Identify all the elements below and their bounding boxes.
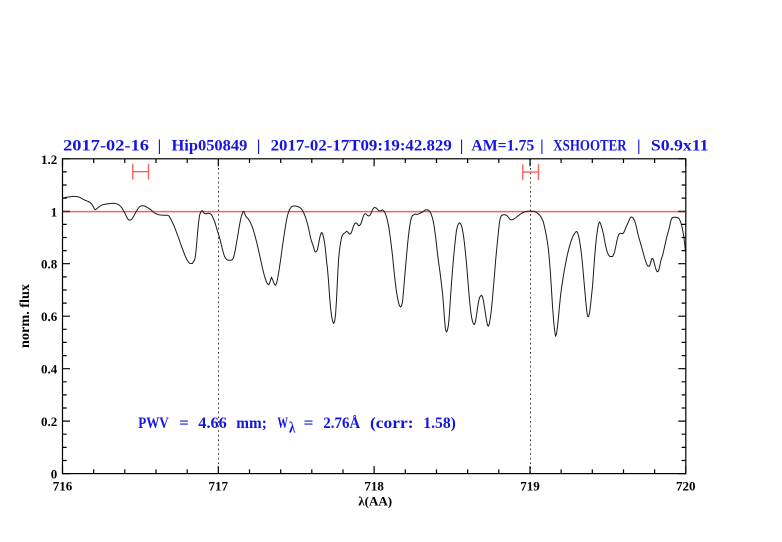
svg-text:0: 0 (51, 467, 58, 482)
svg-text:=: = (304, 415, 314, 432)
svg-text:|: | (158, 137, 162, 155)
svg-text:718: 718 (364, 478, 384, 493)
svg-text:norm. flux: norm. flux (17, 284, 32, 348)
svg-text:4.66: 4.66 (198, 415, 227, 432)
svg-text:λ: λ (289, 420, 296, 437)
svg-text:0.8: 0.8 (41, 257, 58, 272)
svg-text:XSHOOTER: XSHOOTER (553, 137, 627, 155)
svg-text:=: = (179, 415, 189, 432)
svg-text:0.4: 0.4 (41, 362, 58, 377)
svg-text:0.2: 0.2 (41, 414, 57, 429)
svg-text:|: | (257, 137, 261, 155)
svg-text:|: | (637, 137, 641, 155)
svg-text:1.58): 1.58) (423, 415, 456, 432)
svg-text:W: W (277, 415, 288, 432)
svg-text:mm;: mm; (236, 415, 266, 432)
svg-text:2.76Å: 2.76Å (323, 415, 361, 432)
svg-text:(corr:: (corr: (370, 415, 414, 432)
svg-text:0.6: 0.6 (41, 309, 58, 324)
svg-text:716: 716 (53, 478, 73, 493)
svg-text:719: 719 (520, 478, 540, 493)
svg-text:720: 720 (676, 478, 696, 493)
svg-text:λ(AA): λ(AA) (358, 494, 392, 509)
svg-text:AM=1.75: AM=1.75 (471, 137, 534, 155)
svg-text:Hip050849: Hip050849 (172, 137, 248, 155)
svg-text:717: 717 (209, 478, 229, 493)
svg-text:2017-02-17T09:19:42.829: 2017-02-17T09:19:42.829 (271, 137, 452, 155)
svg-text:1: 1 (51, 204, 58, 219)
svg-text:|: | (540, 137, 544, 155)
svg-text:PWV: PWV (138, 415, 169, 432)
svg-text:|: | (460, 137, 464, 155)
svg-text:1.2: 1.2 (41, 152, 57, 167)
svg-text:2017-02-16: 2017-02-16 (63, 137, 149, 155)
svg-text:S0.9x11: S0.9x11 (651, 137, 709, 155)
